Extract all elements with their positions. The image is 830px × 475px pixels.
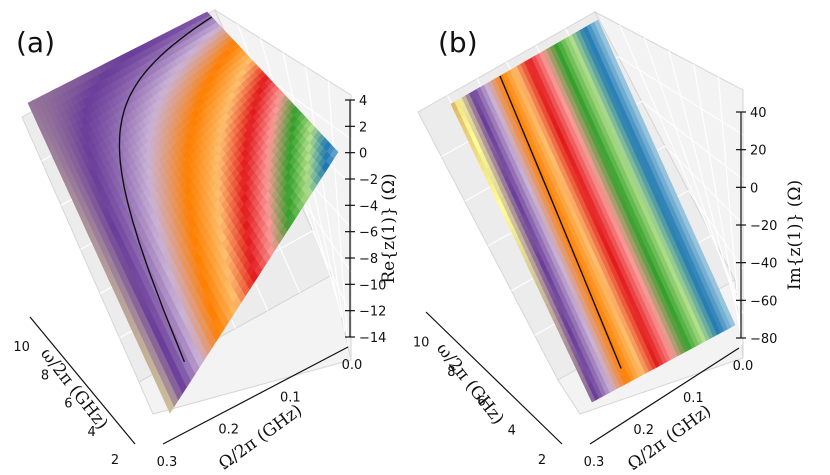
omega-tick-label: 2 xyxy=(538,453,546,468)
Omega-tick-label: 0.3 xyxy=(584,455,605,470)
Omega-axis xyxy=(162,346,349,445)
panel-b: 40 20 0 −20 −40 −60 −80 Im{z(1)} (Ω) 2 4 6 8 10 ω/2π … xyxy=(413,10,805,475)
Omega-tick-label: 0.0 xyxy=(342,358,363,373)
z-axis-label: Im{z(1)} (Ω) xyxy=(785,180,805,290)
Omega-axis xyxy=(589,347,740,445)
z-tick-label: −80 xyxy=(750,332,777,347)
z-tick-label: −40 xyxy=(750,257,777,272)
omega-axis-label: ω/2π (GHz) xyxy=(432,339,508,428)
zero-contour xyxy=(499,75,622,369)
z-tick-label: 0 xyxy=(359,147,367,162)
Omega-tick-label: 0.3 xyxy=(157,455,178,470)
omega-tick-label: 2 xyxy=(111,453,119,468)
z-tick-label: 0 xyxy=(750,181,758,196)
surface-patch xyxy=(330,148,339,159)
z-tick-label: −4 xyxy=(359,199,378,214)
omega-axis-label: ω/2π (GHz) xyxy=(36,344,112,433)
omega-axis xyxy=(29,316,136,445)
z-tick-label: −12 xyxy=(359,305,386,320)
zero-contour xyxy=(118,16,213,363)
z-tick-label: 4 xyxy=(359,94,367,109)
surface xyxy=(450,19,736,403)
z-tick-label: −8 xyxy=(359,252,378,267)
grid-line xyxy=(327,80,349,346)
surface-patch xyxy=(727,316,736,328)
omega-axis xyxy=(425,311,563,445)
z-tick-label: −60 xyxy=(750,294,777,309)
z-tick-label: −14 xyxy=(359,331,386,346)
z-tick-label: −6 xyxy=(359,226,378,241)
z-tick-label: −20 xyxy=(750,219,777,234)
omega-tick-label: 4 xyxy=(508,424,516,439)
z-tick-label: −10 xyxy=(359,278,386,293)
Omega-tick-label: 0.2 xyxy=(218,423,239,438)
z-tick-label: 2 xyxy=(359,120,367,135)
Omega-tick-label: 0.1 xyxy=(280,390,301,405)
omega-tick-label: 10 xyxy=(13,340,30,355)
surface xyxy=(27,11,339,414)
z-tick-label: 40 xyxy=(750,106,767,121)
omega-tick-label: 6 xyxy=(477,394,485,409)
z-tick-label: −2 xyxy=(359,173,378,188)
z-axis-label: Re{z(1)} (Ω) xyxy=(379,173,399,283)
Omega-tick-label: 0.0 xyxy=(733,359,754,374)
omega-tick-label: 6 xyxy=(64,397,72,412)
omega-tick-label: 8 xyxy=(41,368,49,383)
Omega-tick-label: 0.2 xyxy=(633,423,654,438)
omega-tick-label: 8 xyxy=(447,365,455,380)
omega-tick-label: 10 xyxy=(413,336,430,351)
omega-tick-label: 4 xyxy=(88,425,96,440)
z-tick-label: 20 xyxy=(750,144,767,159)
Omega-tick-label: 0.1 xyxy=(683,391,704,406)
panel-label: (a) xyxy=(16,26,55,59)
panel-label: (b) xyxy=(438,26,478,59)
